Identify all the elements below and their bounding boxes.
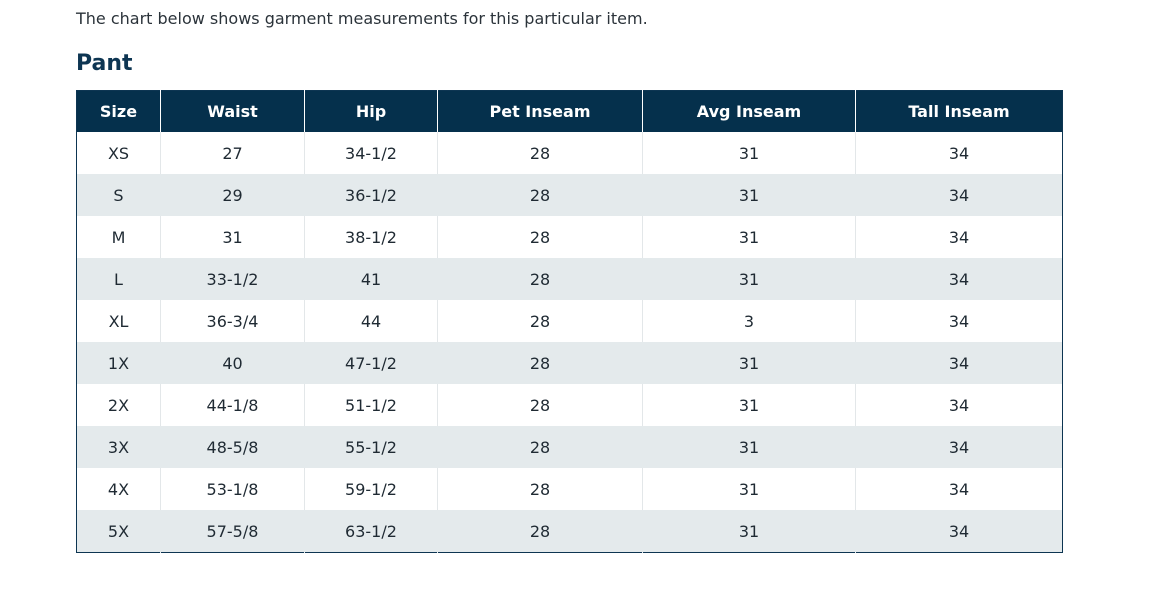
cell-pet-inseam: 28 — [437, 300, 643, 342]
table-row: XL 36-3/4 44 28 3 34 — [76, 300, 1063, 342]
cell-hip: 38-1/2 — [304, 216, 438, 258]
cell-pet-inseam: 28 — [437, 468, 643, 510]
cell-size: XL — [76, 300, 161, 342]
cell-pet-inseam: 28 — [437, 174, 643, 216]
table-row: XS 27 34-1/2 28 31 34 — [76, 132, 1063, 174]
cell-avg-inseam: 31 — [642, 216, 856, 258]
table-row: 1X 40 47-1/2 28 31 34 — [76, 342, 1063, 384]
cell-hip: 59-1/2 — [304, 468, 438, 510]
cell-waist: 36-3/4 — [160, 300, 305, 342]
table-row: 2X 44-1/8 51-1/2 28 31 34 — [76, 384, 1063, 426]
cell-waist: 44-1/8 — [160, 384, 305, 426]
cell-size: L — [76, 258, 161, 300]
cell-waist: 33-1/2 — [160, 258, 305, 300]
cell-avg-inseam: 31 — [642, 174, 856, 216]
cell-hip: 51-1/2 — [304, 384, 438, 426]
cell-tall-inseam: 34 — [855, 132, 1063, 174]
cell-tall-inseam: 34 — [855, 258, 1063, 300]
cell-size: M — [76, 216, 161, 258]
cell-hip: 47-1/2 — [304, 342, 438, 384]
cell-size: 5X — [76, 510, 161, 553]
header-pet-inseam: Pet Inseam — [437, 90, 643, 132]
cell-waist: 53-1/8 — [160, 468, 305, 510]
intro-text: The chart below shows garment measuremen… — [76, 9, 648, 28]
cell-avg-inseam: 31 — [642, 468, 856, 510]
header-tall-inseam: Tall Inseam — [855, 90, 1063, 132]
cell-pet-inseam: 28 — [437, 132, 643, 174]
cell-size: XS — [76, 132, 161, 174]
table-row: M 31 38-1/2 28 31 34 — [76, 216, 1063, 258]
cell-avg-inseam: 31 — [642, 426, 856, 468]
cell-hip: 34-1/2 — [304, 132, 438, 174]
cell-size: S — [76, 174, 161, 216]
cell-tall-inseam: 34 — [855, 468, 1063, 510]
cell-avg-inseam: 31 — [642, 258, 856, 300]
table-row: S 29 36-1/2 28 31 34 — [76, 174, 1063, 216]
cell-tall-inseam: 34 — [855, 426, 1063, 468]
cell-hip: 36-1/2 — [304, 174, 438, 216]
cell-tall-inseam: 34 — [855, 510, 1063, 553]
header-row: Size Waist Hip Pet Inseam Avg Inseam Tal… — [76, 90, 1063, 132]
cell-waist: 40 — [160, 342, 305, 384]
header-hip: Hip — [304, 90, 438, 132]
cell-hip: 63-1/2 — [304, 510, 438, 553]
cell-pet-inseam: 28 — [437, 216, 643, 258]
cell-hip: 44 — [304, 300, 438, 342]
cell-avg-inseam: 3 — [642, 300, 856, 342]
cell-tall-inseam: 34 — [855, 384, 1063, 426]
cell-avg-inseam: 31 — [642, 384, 856, 426]
cell-pet-inseam: 28 — [437, 384, 643, 426]
cell-size: 3X — [76, 426, 161, 468]
section-title: Pant — [76, 51, 133, 76]
cell-size: 4X — [76, 468, 161, 510]
cell-waist: 27 — [160, 132, 305, 174]
header-avg-inseam: Avg Inseam — [642, 90, 856, 132]
cell-tall-inseam: 34 — [855, 216, 1063, 258]
cell-avg-inseam: 31 — [642, 132, 856, 174]
cell-avg-inseam: 31 — [642, 510, 856, 553]
header-waist: Waist — [160, 90, 305, 132]
cell-waist: 29 — [160, 174, 305, 216]
cell-size: 1X — [76, 342, 161, 384]
table-row: L 33-1/2 41 28 31 34 — [76, 258, 1063, 300]
table-body: XS 27 34-1/2 28 31 34 S 29 36-1/2 28 31 34 M 31 38-1/2… — [76, 132, 1063, 553]
cell-hip: 41 — [304, 258, 438, 300]
table-header: Size Waist Hip Pet Inseam Avg Inseam Tal… — [76, 90, 1063, 132]
cell-waist: 48-5/8 — [160, 426, 305, 468]
cell-tall-inseam: 34 — [855, 174, 1063, 216]
header-size: Size — [76, 90, 161, 132]
cell-size: 2X — [76, 384, 161, 426]
table-row: 3X 48-5/8 55-1/2 28 31 34 — [76, 426, 1063, 468]
cell-pet-inseam: 28 — [437, 510, 643, 553]
cell-avg-inseam: 31 — [642, 342, 856, 384]
size-chart-table: Size Waist Hip Pet Inseam Avg Inseam Tal… — [76, 90, 1063, 553]
cell-pet-inseam: 28 — [437, 342, 643, 384]
cell-tall-inseam: 34 — [855, 342, 1063, 384]
table-row: 5X 57-5/8 63-1/2 28 31 34 — [76, 510, 1063, 553]
cell-pet-inseam: 28 — [437, 258, 643, 300]
cell-pet-inseam: 28 — [437, 426, 643, 468]
table-row: 4X 53-1/8 59-1/2 28 31 34 — [76, 468, 1063, 510]
cell-waist: 31 — [160, 216, 305, 258]
cell-hip: 55-1/2 — [304, 426, 438, 468]
cell-tall-inseam: 34 — [855, 300, 1063, 342]
cell-waist: 57-5/8 — [160, 510, 305, 553]
